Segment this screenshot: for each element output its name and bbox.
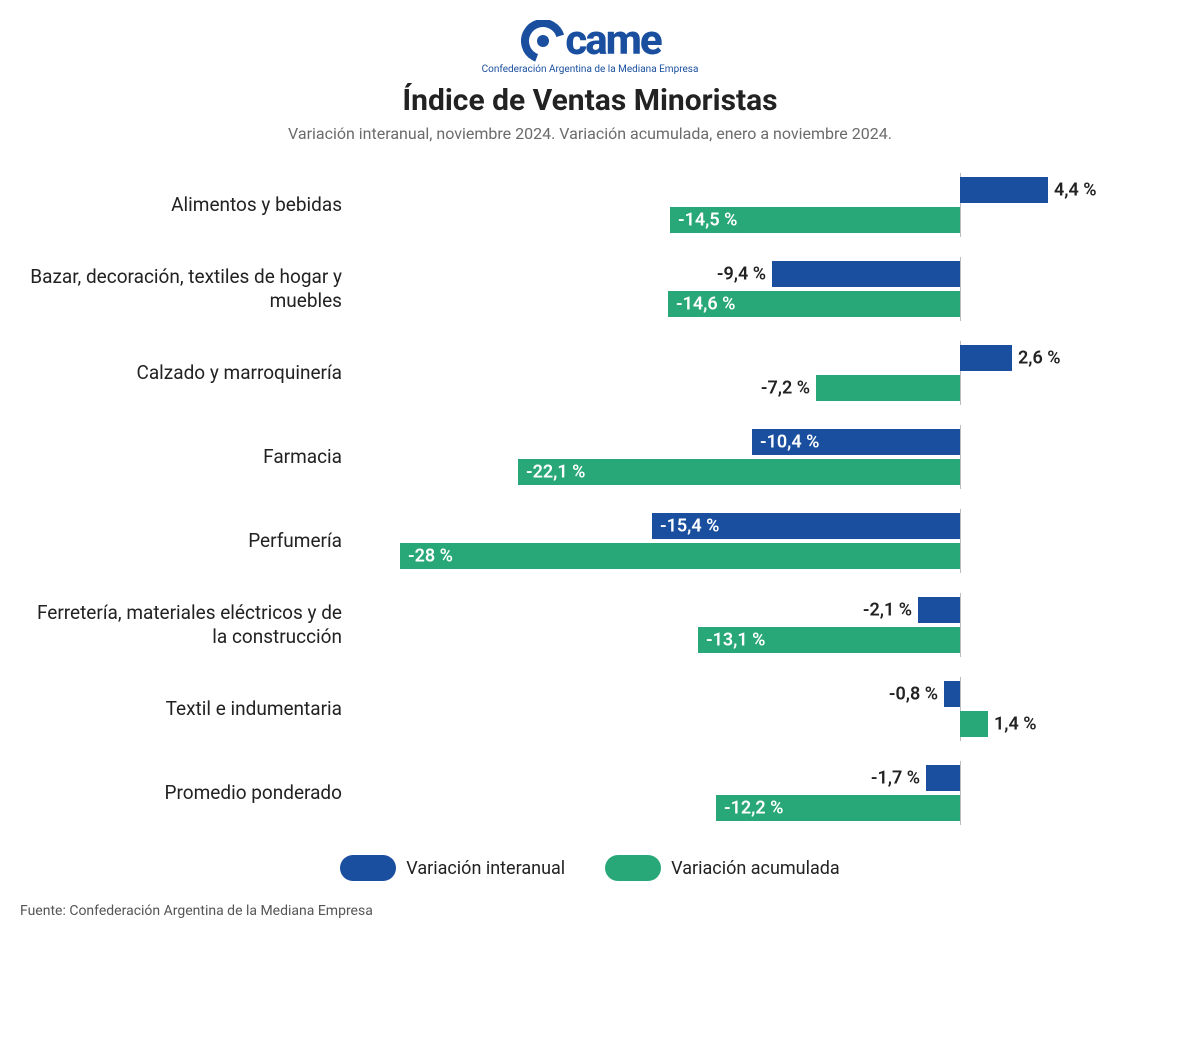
bar-interanual: -9,4 % xyxy=(772,261,960,287)
bar-value-label: 1,4 % xyxy=(994,714,1037,735)
category-label: Perfumería xyxy=(20,529,360,553)
bar-acumulada: 1,4 % xyxy=(960,711,988,737)
bar-value-label: -9,4 % xyxy=(717,264,766,285)
chart-legend: Variación interanual Variación acumulada xyxy=(20,855,1160,881)
bar-value-label: 2,6 % xyxy=(1018,348,1061,369)
chart-row: Calzado y marroquinería2,6 %-7,2 % xyxy=(20,331,1160,415)
bar-value-label: -14,5 % xyxy=(678,210,737,231)
bar-interanual: -0,8 % xyxy=(944,681,960,707)
bar-interanual: -15,4 % xyxy=(652,513,960,539)
bar-pair: -15,4 % -28 % xyxy=(360,509,1160,573)
category-label: Bazar, decoración, textiles de hogar y m… xyxy=(20,265,360,313)
came-logo-icon xyxy=(519,20,565,62)
bar-value-label: -12,2 % xyxy=(724,798,783,819)
bar-value-label: -15,4 % xyxy=(660,516,719,537)
bar-acumulada: -28 % xyxy=(400,543,960,569)
bars-area: -1,7 % -12,2 % xyxy=(360,761,1160,825)
bar-value-label: -13,1 % xyxy=(706,630,765,651)
bar-value-label: -14,6 % xyxy=(676,294,735,315)
bar-value-label: -1,7 % xyxy=(871,768,920,789)
came-logo: came Confederación Argentina de la Media… xyxy=(20,20,1160,75)
chart-title: Índice de Ventas Minoristas xyxy=(20,83,1160,118)
legend-label-acumulada: Variación acumulada xyxy=(671,858,840,879)
chart-subtitle: Variación interanual, noviembre 2024. Va… xyxy=(20,124,1160,143)
bar-acumulada: -12,2 % xyxy=(716,795,960,821)
category-label: Promedio ponderado xyxy=(20,781,360,805)
bar-value-label: 4,4 % xyxy=(1054,180,1097,201)
chart-row: Textil e indumentaria-0,8 %1,4 % xyxy=(20,667,1160,751)
chart-row: Perfumería -15,4 % -28 % xyxy=(20,499,1160,583)
bars-area: 2,6 %-7,2 % xyxy=(360,341,1160,405)
bar-interanual: -10,4 % xyxy=(752,429,960,455)
bar-value-label: -10,4 % xyxy=(760,432,819,453)
bar-acumulada: -13,1 % xyxy=(698,627,960,653)
category-label: Alimentos y bebidas xyxy=(20,193,360,217)
bars-area: -10,4 % -22,1 % xyxy=(360,425,1160,489)
bar-acumulada: -14,6 % xyxy=(668,291,960,317)
chart-header: came Confederación Argentina de la Media… xyxy=(20,20,1160,143)
bar-pair: -9,4 % -14,6 % xyxy=(360,257,1160,321)
bars-area: -0,8 %1,4 % xyxy=(360,677,1160,741)
bars-area: -9,4 % -14,6 % xyxy=(360,257,1160,321)
bar-acumulada: -7,2 % xyxy=(816,375,960,401)
bar-interanual: -1,7 % xyxy=(926,765,960,791)
bar-value-label: -22,1 % xyxy=(526,462,585,483)
category-label: Calzado y marroquinería xyxy=(20,361,360,385)
bars-area: -15,4 % -28 % xyxy=(360,509,1160,573)
legend-label-interanual: Variación interanual xyxy=(406,858,565,879)
bar-value-label: -7,2 % xyxy=(761,378,810,399)
bars-area: 4,4 % -14,5 % xyxy=(360,173,1160,237)
legend-swatch-acumulada xyxy=(605,855,661,881)
bar-pair: -2,1 % -13,1 % xyxy=(360,593,1160,657)
chart-row: Alimentos y bebidas 4,4 % -14,5 % xyxy=(20,163,1160,247)
bar-pair: 4,4 % -14,5 % xyxy=(360,173,1160,237)
legend-swatch-interanual xyxy=(340,855,396,881)
bar-acumulada: -22,1 % xyxy=(518,459,960,485)
logo-subtext: Confederación Argentina de la Mediana Em… xyxy=(482,64,699,75)
chart-row: Promedio ponderado -1,7 % -12,2 % xyxy=(20,751,1160,835)
category-label: Ferretería, materiales eléctricos y de l… xyxy=(20,601,360,649)
logo-text: came xyxy=(565,20,660,62)
chart-row: Ferretería, materiales eléctricos y de l… xyxy=(20,583,1160,667)
chart-row: Farmacia -10,4 % -22,1 % xyxy=(20,415,1160,499)
bar-value-label: -28 % xyxy=(408,546,453,567)
legend-item-interanual: Variación interanual xyxy=(340,855,565,881)
bar-interanual: -2,1 % xyxy=(918,597,960,623)
chart-row: Bazar, decoración, textiles de hogar y m… xyxy=(20,247,1160,331)
bar-chart: Alimentos y bebidas 4,4 % -14,5 % Bazar, de… xyxy=(20,163,1160,835)
category-label: Textil e indumentaria xyxy=(20,697,360,721)
bar-value-label: -2,1 % xyxy=(863,600,912,621)
bar-interanual: 4,4 % xyxy=(960,177,1048,203)
bar-pair: -10,4 % -22,1 % xyxy=(360,425,1160,489)
chart-source: Fuente: Confederación Argentina de la Me… xyxy=(20,903,1160,919)
legend-item-acumulada: Variación acumulada xyxy=(605,855,840,881)
bar-pair: -0,8 %1,4 % xyxy=(360,677,1160,741)
bar-interanual: 2,6 % xyxy=(960,345,1012,371)
bar-pair: 2,6 %-7,2 % xyxy=(360,341,1160,405)
bar-value-label: -0,8 % xyxy=(889,684,938,705)
bar-pair: -1,7 % -12,2 % xyxy=(360,761,1160,825)
category-label: Farmacia xyxy=(20,445,360,469)
bar-acumulada: -14,5 % xyxy=(670,207,960,233)
bars-area: -2,1 % -13,1 % xyxy=(360,593,1160,657)
